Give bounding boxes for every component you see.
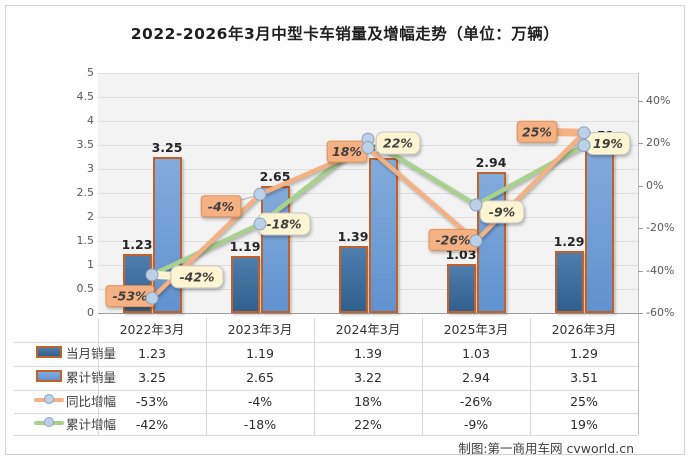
table-header-2023年3月: 2023年3月 (227, 322, 293, 337)
table-row-line (14, 413, 638, 414)
right-axis-tick (638, 228, 643, 229)
table-cell: -4% (247, 394, 273, 409)
left-axis-tick-label: 3 (87, 162, 94, 175)
right-axis-tick (638, 143, 643, 144)
legend-label-累计增幅: 累计增幅 (66, 417, 117, 432)
table-col-line (530, 318, 531, 435)
table-cell: 18% (354, 394, 382, 409)
bar-cumulative-value-label: 2.65 (259, 168, 291, 184)
table-cell: 1.39 (354, 346, 382, 361)
legend-marker-yoy (44, 394, 54, 404)
bar-monthly (338, 246, 368, 313)
chart-frame-border (5, 5, 685, 455)
legend-swatch-monthly-bar (36, 346, 62, 358)
right-axis-tick-label: -20% (646, 221, 675, 234)
table-cell: 3.51 (570, 370, 598, 385)
left-axis-tick-label: 3.5 (76, 138, 95, 151)
table-cell: 2.94 (462, 370, 490, 385)
right-axis-tick-label: 20% (646, 136, 671, 149)
table-cell: 19% (570, 417, 598, 432)
left-axis-tick-label: 0.5 (76, 282, 95, 295)
left-axis-tick-label: 4 (87, 114, 94, 127)
gridline (98, 73, 638, 74)
table-row-line (14, 366, 638, 367)
x-axis-line (98, 313, 639, 314)
table-cell: -26% (459, 394, 493, 409)
table-cell: 25% (570, 394, 598, 409)
table-cell: 1.19 (246, 346, 274, 361)
table-header-2026年3月: 2026年3月 (551, 322, 617, 337)
legend-label-同比增幅: 同比增幅 (66, 394, 117, 409)
right-axis-tick (638, 101, 643, 102)
right-axis-tick-label: -60% (646, 306, 675, 319)
table-header-2024年3月: 2024年3月 (335, 322, 401, 337)
table-col-line (314, 318, 315, 435)
right-axis-tick-label: -40% (646, 264, 675, 277)
bar-cumulative-value-label: 3.25 (151, 140, 183, 155)
credit-text: 制图:第一商用车网 cvworld.cn (458, 441, 634, 456)
table-col-line (422, 318, 423, 435)
left-axis-tick-label: 5 (87, 66, 94, 79)
legend-marker-cum (44, 417, 54, 427)
bar-monthly-value-label: 1.23 (121, 236, 153, 252)
bar-cumulative (152, 157, 182, 313)
table-cell: -18% (243, 417, 277, 432)
chart-title: 2022-2026年3月中型卡车销量及增幅走势（单位：万辆） (130, 25, 560, 43)
bar-cumulative (584, 144, 614, 313)
gridline (98, 97, 638, 98)
bar-cumulative-value-label: 3.22 (367, 141, 399, 157)
bar-monthly (446, 263, 476, 313)
right-axis-tick (638, 186, 643, 187)
table-cell: 1.23 (138, 346, 166, 361)
left-axis-tick-label: 1.5 (76, 234, 95, 247)
table-row-line (14, 390, 638, 391)
table-header-2025年3月: 2025年3月 (443, 322, 509, 337)
right-axis-tick-label: 40% (646, 94, 671, 107)
bar-cumulative-value-label: 3.51 (583, 127, 615, 143)
left-axis-tick-label: 2.5 (76, 186, 95, 199)
table-cell: 1.29 (570, 346, 598, 361)
table-cell: -9% (463, 417, 489, 432)
bar-cumulative (476, 171, 506, 313)
bar-cumulative (260, 185, 290, 313)
table-header-2022年3月: 2022年3月 (119, 322, 185, 337)
legend-label-累计销量: 累计销量 (66, 370, 117, 385)
left-axis-tick-label: 2 (87, 210, 94, 223)
left-axis-tick-label: 0 (87, 306, 94, 319)
table-cell: 3.22 (354, 370, 382, 385)
table-cell: -53% (135, 394, 169, 409)
gridline (98, 121, 638, 122)
left-axis-tick-label: 1 (87, 258, 94, 271)
table-row-line (14, 435, 638, 436)
right-axis-tick (638, 313, 643, 314)
table-cell: 22% (354, 417, 382, 432)
bar-cumulative (368, 158, 398, 313)
table-cell: 3.25 (138, 370, 166, 385)
bar-cumulative-value-label: 2.94 (475, 154, 507, 170)
table-cell: 1.03 (462, 346, 490, 361)
bar-monthly (554, 251, 584, 313)
table-row-line (14, 342, 638, 343)
table-col-line (98, 318, 99, 435)
bar-monthly (122, 253, 152, 313)
right-axis-tick (638, 271, 643, 272)
bar-monthly (230, 255, 260, 313)
table-cell: -42% (135, 417, 169, 432)
legend-label-当月销量: 当月销量 (66, 346, 117, 361)
table-cell: 2.65 (246, 370, 274, 385)
left-axis-tick-label: 4.5 (76, 90, 95, 103)
legend-swatch-cumulative-bar (36, 370, 62, 382)
right-axis-tick-label: 0% (646, 179, 664, 192)
right-axis-line (638, 73, 639, 435)
table-col-line (206, 318, 207, 435)
